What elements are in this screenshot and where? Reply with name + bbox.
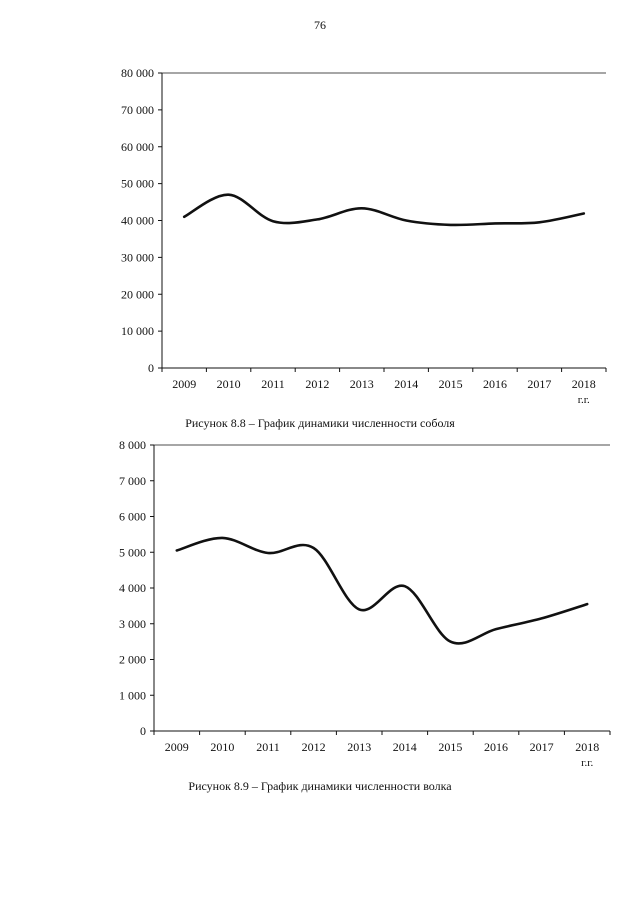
data-point — [404, 585, 406, 587]
x-tick-label: 2012 — [305, 377, 329, 391]
wolf-population-chart: 0 1 000 2 000 3 000 4 000 5 000 6 000 7 000 8 00… — [119, 438, 611, 769]
x-tick-label: 2018 — [575, 740, 599, 754]
data-point — [494, 222, 496, 224]
data-point — [228, 194, 230, 196]
y-tick-label: 2 000 — [119, 653, 146, 667]
data-point — [221, 537, 223, 539]
data-point — [176, 549, 178, 551]
data-point — [272, 220, 274, 222]
data-point — [586, 603, 588, 605]
y-tick-label: 7 000 — [119, 474, 146, 488]
x-tick-label: 2012 — [302, 740, 326, 754]
x-tick-label: 2017 — [527, 377, 551, 391]
page-number: 76 — [314, 18, 326, 32]
series-line-0 — [175, 536, 589, 645]
x-tick-label: 2014 — [394, 377, 418, 391]
y-tick-label: 80 000 — [121, 66, 154, 80]
x-unit-label: г.г. — [581, 757, 593, 769]
y-tick-label: 70 000 — [121, 103, 154, 117]
y-tick-label: 60 000 — [121, 140, 154, 154]
x-tick-label: 2013 — [350, 377, 374, 391]
x-tick-label: 2015 — [439, 377, 463, 391]
data-point — [316, 218, 318, 220]
series-line-0 — [182, 193, 586, 227]
x-tick-label: 2011 — [256, 740, 280, 754]
y-tick-label: 5 000 — [119, 545, 146, 559]
x-tick-label: 2014 — [393, 740, 417, 754]
data-point — [538, 221, 540, 223]
x-tick-label: 2015 — [438, 740, 462, 754]
data-point — [583, 212, 585, 214]
sable-chart-caption: Рисунок 8.8 – График динамики численност… — [185, 416, 455, 430]
x-tick-label: 2017 — [530, 740, 554, 754]
x-tick-label: 2011 — [261, 377, 285, 391]
y-tick-label: 50 000 — [121, 177, 154, 191]
y-tick-label: 10 000 — [121, 324, 154, 338]
data-point — [183, 216, 185, 218]
data-point — [450, 224, 452, 226]
y-tick-label: 0 — [140, 724, 146, 738]
y-tick-label: 6 000 — [119, 510, 146, 524]
x-tick-label: 2009 — [165, 740, 189, 754]
y-tick-label: 1 000 — [119, 688, 146, 702]
y-tick-label: 40 000 — [121, 214, 154, 228]
data-point — [449, 641, 451, 643]
data-point — [358, 608, 360, 610]
data-point — [405, 220, 407, 222]
x-tick-label: 2016 — [483, 377, 507, 391]
data-point — [313, 547, 315, 549]
y-tick-label: 4 000 — [119, 581, 146, 595]
data-point — [495, 628, 497, 630]
x-unit-label: г.г. — [578, 394, 590, 406]
sable-population-chart: 0 10 000 20 000 30 000 40 000 50 000 60 000 70 … — [121, 66, 607, 406]
y-tick-label: 8 000 — [119, 438, 146, 452]
data-point — [541, 617, 543, 619]
x-tick-label: 2018 — [572, 377, 596, 391]
y-tick-label: 20 000 — [121, 287, 154, 301]
y-tick-label: 3 000 — [119, 617, 146, 631]
wolf-chart-caption: Рисунок 8.9 – График динамики численност… — [188, 779, 452, 793]
y-tick-label: 0 — [148, 361, 154, 375]
x-tick-label: 2009 — [172, 377, 196, 391]
x-tick-label: 2013 — [347, 740, 371, 754]
x-tick-label: 2016 — [484, 740, 508, 754]
data-point — [361, 207, 363, 209]
x-tick-label: 2010 — [217, 377, 241, 391]
y-tick-label: 30 000 — [121, 250, 154, 264]
x-tick-label: 2010 — [210, 740, 234, 754]
data-point — [267, 552, 269, 554]
